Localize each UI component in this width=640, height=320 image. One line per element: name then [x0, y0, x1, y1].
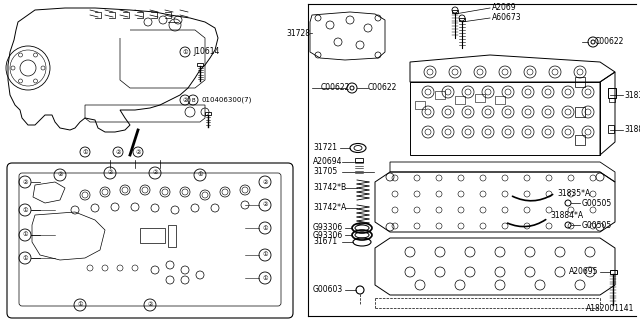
Text: ②: ②: [182, 98, 188, 102]
Bar: [608, 125, 614, 133]
Text: B: B: [191, 98, 195, 102]
Text: G00505: G00505: [582, 220, 612, 229]
Bar: [575, 77, 585, 87]
Bar: [608, 88, 616, 98]
Text: C00622: C00622: [595, 37, 625, 46]
Text: 31884*A: 31884*A: [550, 212, 583, 220]
Text: C00622: C00622: [321, 84, 350, 92]
Bar: [610, 270, 617, 274]
Text: A60673: A60673: [492, 13, 522, 22]
Bar: [415, 101, 425, 109]
Bar: [197, 63, 203, 66]
Text: ②: ②: [262, 180, 268, 185]
Text: ②: ②: [135, 149, 141, 155]
Bar: [355, 158, 363, 162]
Text: G93306: G93306: [313, 223, 343, 233]
Text: 31671: 31671: [313, 237, 337, 246]
Bar: [495, 96, 505, 104]
Bar: [140, 228, 165, 243]
Text: ①: ①: [262, 226, 268, 230]
Text: G00603: G00603: [313, 285, 343, 294]
Text: A20695: A20695: [568, 268, 598, 276]
Text: ②: ②: [147, 302, 153, 308]
Text: ①: ①: [77, 302, 83, 308]
Text: 31742*B: 31742*B: [313, 183, 346, 193]
Bar: [609, 98, 615, 102]
Text: 31884*B: 31884*B: [624, 125, 640, 134]
Text: 31742*A: 31742*A: [313, 204, 346, 212]
Text: 010406300(7): 010406300(7): [201, 97, 252, 103]
Text: A182001141: A182001141: [586, 304, 634, 313]
Bar: [452, 10, 458, 13]
Text: ①: ①: [262, 276, 268, 281]
Bar: [435, 91, 445, 99]
Bar: [575, 135, 585, 145]
Bar: [575, 107, 585, 117]
Text: G93306: G93306: [313, 230, 343, 239]
Text: A20694: A20694: [313, 157, 342, 166]
Text: 31728: 31728: [286, 28, 310, 37]
Text: ②: ②: [115, 149, 121, 155]
Text: ①: ①: [197, 172, 203, 178]
Text: ②: ②: [107, 171, 113, 175]
Text: G00505: G00505: [582, 198, 612, 207]
Text: ①: ①: [82, 149, 88, 155]
Bar: [475, 94, 485, 102]
Bar: [459, 18, 465, 21]
Text: ①: ①: [262, 252, 268, 258]
Text: A2069: A2069: [492, 4, 516, 12]
Text: ①: ①: [22, 207, 28, 212]
Text: ②: ②: [152, 171, 158, 175]
Bar: [205, 112, 211, 115]
Text: 31835*A: 31835*A: [557, 188, 590, 197]
Text: ①: ①: [22, 255, 28, 260]
Text: C00622: C00622: [368, 84, 397, 92]
Bar: [168, 225, 176, 247]
Text: ②: ②: [262, 203, 268, 207]
Text: 31835*B: 31835*B: [624, 91, 640, 100]
Text: ②: ②: [22, 180, 28, 185]
Text: ①: ①: [182, 50, 188, 54]
Text: 31721: 31721: [313, 143, 337, 153]
Text: ②: ②: [57, 172, 63, 178]
Text: 31705: 31705: [313, 167, 337, 177]
Bar: [455, 96, 465, 104]
Text: ①: ①: [22, 233, 28, 237]
Text: J10614: J10614: [193, 47, 220, 57]
